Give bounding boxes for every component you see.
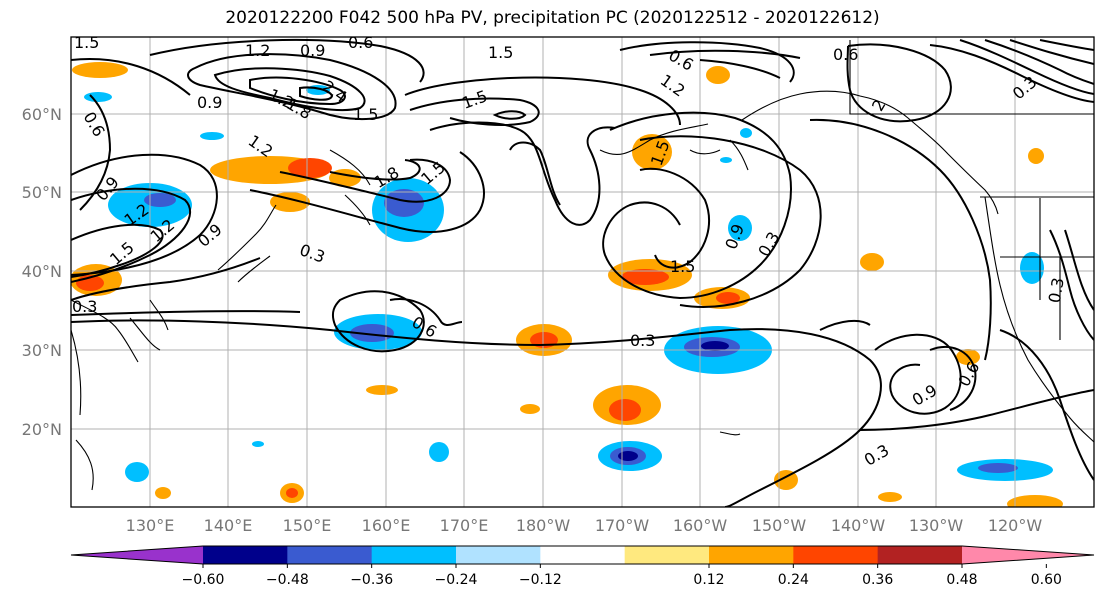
precip-patch <box>609 399 641 421</box>
colorbar-tick-label: −0.60 <box>182 572 225 588</box>
colorbar-tick-label: −0.12 <box>519 572 562 588</box>
colorbar-swatch <box>709 546 794 564</box>
colorbar-extend-high <box>962 546 1094 564</box>
contour-label: 0.6 <box>833 45 858 64</box>
lat-tick-label: 20°N <box>22 420 62 439</box>
precip-patch <box>706 66 730 84</box>
lon-tick-label: 130°W <box>909 516 964 535</box>
precip-patch <box>978 463 1018 473</box>
precip-patch <box>728 215 752 241</box>
colorbar-swatch <box>793 546 879 564</box>
colorbar-swatch <box>287 546 373 564</box>
precip-patch <box>84 92 112 102</box>
contour-label: 0.3 <box>630 331 655 350</box>
gridlines <box>71 37 1094 507</box>
precip-patch <box>1020 252 1044 284</box>
colorbar-swatch <box>456 546 541 564</box>
contour-label: 1.2 <box>245 41 270 60</box>
colorbar-tick-label: 0.24 <box>778 572 809 588</box>
map-frame <box>70 36 1095 508</box>
colorbar: −0.60 −0.48 −0.36 −0.24 −0.12 0.12 0.24 0.36 0.4… <box>70 545 1095 588</box>
colorbar-tick-label: 0.36 <box>862 572 893 588</box>
contour-label: 0.9 <box>300 41 325 60</box>
precip-patch <box>155 487 171 499</box>
precip-patch <box>72 62 128 78</box>
precip-patch <box>860 253 884 271</box>
lon-tick-label: 130°E <box>126 516 175 535</box>
precip-patch <box>701 341 729 351</box>
precip-patch <box>774 470 798 490</box>
lat-tick-label: 40°N <box>22 262 62 281</box>
lon-tick-label: 180°W <box>516 516 571 535</box>
precip-patch <box>632 134 672 170</box>
colorbar-tick-label: 0.60 <box>1031 572 1062 588</box>
lon-tick-label: 170°W <box>595 516 650 535</box>
precip-patch <box>621 269 669 285</box>
colorbar-tick-label: −0.48 <box>266 572 309 588</box>
precip-patch <box>1028 148 1044 164</box>
precip-patch <box>366 385 398 395</box>
chart-title: 2020122200 F042 500 hPa PV, precipitatio… <box>225 8 880 28</box>
lon-tick-label: 150°W <box>752 516 807 535</box>
precip-patch <box>520 404 540 414</box>
lon-tick-label: 140°W <box>831 516 886 535</box>
colorbar-swatch <box>540 546 626 564</box>
lat-tick-label: 30°N <box>22 341 62 360</box>
coastlines <box>71 40 1094 491</box>
precip-patch <box>878 492 902 502</box>
precip-patch <box>384 189 424 217</box>
map-background <box>71 37 1094 507</box>
colorbar-tick-label: −0.24 <box>435 572 478 588</box>
precip-patch <box>252 441 264 447</box>
colorbar-swatch <box>877 546 963 564</box>
precip-patch <box>1007 495 1063 507</box>
lon-tick-label: 140°E <box>204 516 253 535</box>
precip-patch <box>350 324 394 342</box>
lon-tick-label: 160°W <box>673 516 728 535</box>
contour-label: 0.9 <box>197 93 222 112</box>
contour-label: 1.5 <box>488 43 513 62</box>
contour-label: 0.3 <box>1045 276 1068 304</box>
lon-tick-labels: 130°E 140°E 150°E 160°E 170°E 180°W 170°… <box>126 516 1043 535</box>
colorbar-swatch <box>624 546 710 564</box>
precip-patch <box>144 193 176 207</box>
precip-patch <box>288 158 332 178</box>
contour-label: 1.5 <box>74 33 99 52</box>
colorbar-tick-label: 0.48 <box>946 572 977 588</box>
colorbar-swatch <box>203 546 288 564</box>
contour-label: 0.6 <box>348 33 373 52</box>
precip-patch <box>125 462 149 482</box>
precip-patch <box>716 292 740 304</box>
precip-patch <box>740 128 752 138</box>
contour-label: 1.5 <box>670 257 695 276</box>
lat-tick-labels: 60°N 50°N 40°N 30°N 20°N <box>22 105 62 439</box>
contour-label: 1.5 <box>353 105 378 124</box>
pv-contours <box>71 38 1094 507</box>
lon-tick-label: 160°E <box>362 516 411 535</box>
precip-patch <box>200 132 224 140</box>
lon-tick-label: 150°E <box>283 516 332 535</box>
colorbar-extend-low <box>71 546 203 564</box>
precip-patch <box>286 488 298 498</box>
precip-patch <box>720 157 732 163</box>
precip-patch <box>618 451 638 461</box>
lat-tick-label: 50°N <box>22 183 62 202</box>
precip-patch <box>429 442 449 462</box>
lat-tick-label: 60°N <box>22 105 62 124</box>
colorbar-tick-label: 0.12 <box>693 572 724 588</box>
colorbar-tick-label: −0.36 <box>350 572 393 588</box>
contour-label: 0.3 <box>72 297 97 316</box>
lon-tick-label: 170°E <box>440 516 489 535</box>
lon-tick-label: 120°W <box>988 516 1043 535</box>
colorbar-swatch <box>371 546 457 564</box>
